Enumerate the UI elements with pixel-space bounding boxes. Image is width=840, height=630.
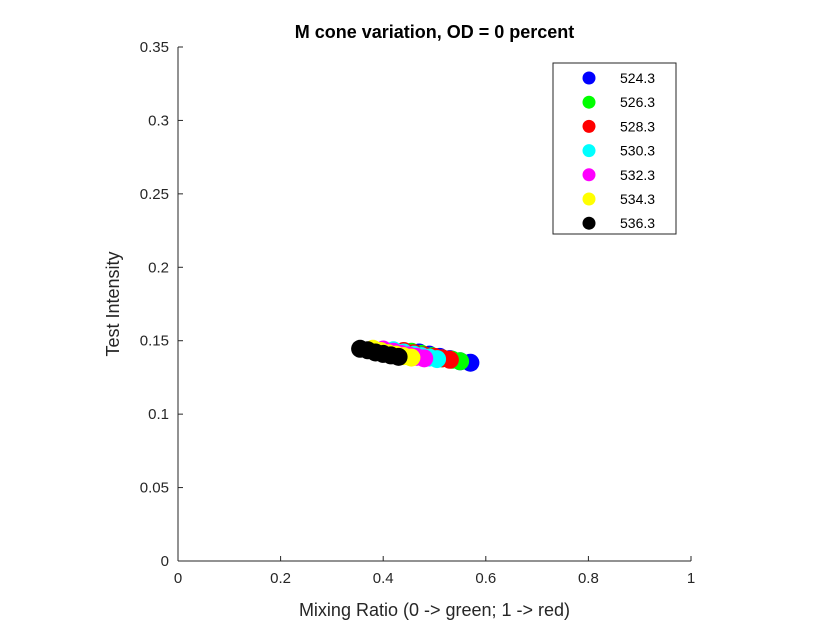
y-ticks: 0 0.05 0.1 0.15 0.2 0.25 0.3 0.35 [140, 39, 183, 570]
legend-box [552, 62, 677, 235]
y-tick-label: 0.05 [140, 480, 169, 497]
x-tick-label: 0.8 [578, 570, 599, 587]
legend-marker [582, 168, 596, 182]
x-tick-label: 0.6 [475, 570, 496, 587]
legend-label: 534.3 [620, 191, 655, 207]
data-point [428, 350, 447, 369]
data-point [389, 347, 408, 366]
x-axis-label: Mixing Ratio (0 -> green; 1 -> red) [299, 600, 570, 620]
y-tick-label: 0.1 [148, 406, 169, 423]
data-point [415, 349, 434, 368]
x-tick-label: 0.4 [373, 570, 394, 587]
chart-title: M cone variation, OD = 0 percent [295, 22, 575, 42]
y-tick-label: 0 [161, 553, 169, 570]
y-tick-label: 0.25 [140, 186, 169, 203]
legend-marker [582, 95, 596, 109]
legend-label: 524.3 [620, 70, 655, 86]
legend-label: 528.3 [620, 118, 655, 134]
data-points [351, 339, 480, 372]
data-point [402, 348, 421, 367]
legend-marker [582, 144, 596, 158]
y-tick-label: 0.3 [148, 112, 169, 129]
y-tick-label: 0.35 [140, 39, 169, 56]
series-536.3 [351, 339, 408, 366]
legend-label: 530.3 [620, 143, 655, 159]
legend-marker [582, 216, 596, 230]
legend-label: 536.3 [620, 215, 655, 231]
legend-marker [582, 71, 596, 85]
y-tick-label: 0.15 [140, 333, 169, 350]
legend: 524.3 526.3 528.3 530.3 532.3 534.3 536.3 [552, 62, 677, 235]
legend-label: 526.3 [620, 94, 655, 110]
legend-marker [582, 192, 596, 206]
y-axis-label: Test Intensity [103, 251, 123, 356]
legend-label: 532.3 [620, 167, 655, 183]
x-tick-label: 0.2 [270, 570, 291, 587]
y-tick-label: 0.2 [148, 259, 169, 276]
x-tick-label: 1 [687, 570, 695, 587]
x-tick-label: 0 [174, 570, 182, 587]
axes [177, 47, 691, 562]
x-ticks: 0 0.2 0.4 0.6 0.8 1 [174, 556, 695, 587]
legend-marker [582, 119, 596, 133]
data-point [440, 350, 459, 369]
